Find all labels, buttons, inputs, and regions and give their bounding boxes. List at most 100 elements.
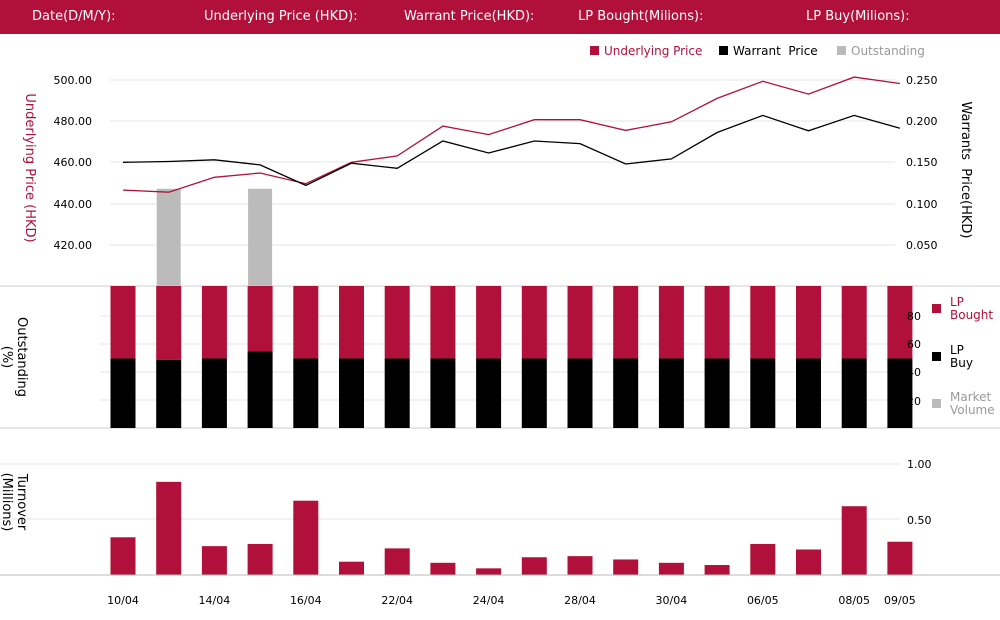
left-tick: 420.00 [54, 239, 93, 252]
lp-buy-bar [156, 359, 182, 428]
turnover-bar [476, 568, 502, 575]
turnover-gridlines [0, 463, 900, 520]
warrant-price-line [122, 114, 901, 187]
outstanding-bar [248, 188, 273, 286]
lp-buy-bar [887, 358, 913, 428]
right-tick: 0.200 [906, 115, 938, 128]
stack-tick: 80 [907, 310, 921, 323]
turnover-bars [110, 481, 913, 575]
turnover-bar [658, 562, 684, 575]
turnover-bar [613, 559, 639, 575]
turnover-bar [704, 565, 730, 575]
legend-swatch-outstanding [837, 46, 846, 55]
turnover-bar [750, 543, 776, 575]
x-tick-label: 09/05 [884, 594, 916, 607]
lp-buy-bar [430, 358, 456, 428]
turnover-bar [156, 481, 182, 575]
lp-bought-bar [841, 286, 867, 359]
lp-bought-bar [156, 286, 182, 360]
right-tick: 0.100 [906, 198, 938, 211]
lp-buy-bar [339, 358, 364, 428]
lp-buy-bar [841, 358, 867, 428]
legend-market-volume: Market Volume [950, 390, 995, 417]
right-tick: 0.150 [906, 156, 938, 169]
turnover-bar [247, 543, 273, 575]
turnover-bar [887, 541, 913, 575]
stack-tick: 60 [907, 338, 921, 351]
price-legend: Underlying Price Warrant Price Outstandi… [590, 44, 925, 58]
turnover-bar [293, 500, 319, 575]
lp-bought-bar [658, 286, 684, 359]
lp-stacked-bars [110, 286, 913, 428]
lp-bought-bar [430, 286, 456, 359]
lp-buy-bar [247, 351, 273, 428]
x-tick-label: 14/04 [199, 594, 231, 607]
legend-swatch-market-volume [932, 399, 941, 408]
turnover-bar [384, 548, 410, 575]
left-tick: 480.00 [54, 115, 93, 128]
underlying-price-label: Underlying Price (HKD): [204, 9, 358, 24]
lp-buy-bar [796, 358, 821, 428]
lp-bought-bar [704, 286, 730, 359]
lp-bought-bar [521, 286, 547, 359]
right-tick: 0.250 [906, 74, 938, 87]
legend-outstanding: Outstanding [851, 44, 925, 58]
outstanding-bar [156, 188, 181, 286]
legend-warrant: Warrant Price [733, 44, 818, 58]
lp-bought-bar [476, 286, 502, 359]
legend-lp-bought: LP Bought [950, 295, 993, 322]
turnover-right-axis: 1.00 0.50 [907, 458, 932, 527]
header-bar: Date(D/M/Y): Underlying Price (HKD): War… [0, 0, 1000, 34]
lp-bought-label: LP Bought(Milions): [578, 9, 704, 24]
turnover-tick: 0.50 [907, 514, 932, 527]
lp-buy-label: LP Buy(Milions): [806, 9, 910, 24]
lp-buy-bar [750, 358, 776, 428]
legend-swatch-underlying [590, 46, 599, 55]
left-tick: 500.00 [54, 74, 93, 87]
stack-tick: 40 [907, 366, 921, 379]
x-tick-label: 08/05 [838, 594, 870, 607]
turnover-bar [841, 506, 867, 575]
lp-buy-bar [476, 358, 502, 428]
turnover-axis-title: Turnover(Millions) [0, 473, 29, 532]
x-tick-label: 06/05 [747, 594, 779, 607]
price-lines [122, 76, 901, 193]
legend-swatch-lp-bought [932, 304, 941, 313]
turnover-tick: 1.00 [907, 458, 932, 471]
underlying-price-line [122, 76, 900, 193]
stack-tick: 20 [907, 395, 921, 408]
lp-bought-bar [750, 286, 776, 359]
lp-buy-bar [658, 358, 684, 428]
stack-right-axis: 80 60 40 20 [907, 310, 921, 408]
left-tick: 460.00 [54, 156, 93, 169]
x-tick-label: 16/04 [290, 594, 322, 607]
date-label: Date(D/M/Y): [32, 9, 116, 24]
lp-buy-bar [521, 358, 547, 428]
lp-bought-bar [339, 286, 364, 359]
turnover-bar [521, 557, 547, 575]
price-left-axis: 500.00 480.00 460.00 440.00 420.00 [54, 74, 93, 252]
outstanding-bars [156, 188, 273, 286]
right-axis-title: Warrants Price(HKD) [958, 102, 973, 239]
lp-buy-bar [567, 358, 593, 428]
x-axis-labels: 10/04 14/04 16/04 22/04 24/04 28/04 30/04 06/05… [107, 594, 916, 607]
legend-lp-buy: LP Buy [950, 343, 973, 370]
lp-bought-bar [110, 286, 136, 359]
lp-buy-bar [110, 358, 136, 428]
lp-bought-bar [887, 286, 913, 359]
turnover-bar [339, 561, 364, 575]
lp-bought-bar [201, 286, 227, 359]
lp-bought-bar [384, 286, 410, 359]
lp-buy-bar [384, 358, 410, 428]
turnover-bar [796, 549, 821, 575]
x-tick-label: 22/04 [381, 594, 413, 607]
lp-bought-bar [247, 286, 273, 352]
x-tick-label: 24/04 [473, 594, 505, 607]
price-right-axis: 0.250 0.200 0.150 0.100 0.050 [906, 74, 938, 252]
turnover-bar [430, 562, 456, 575]
lp-buy-bar [293, 358, 319, 428]
x-tick-label: 30/04 [656, 594, 688, 607]
lp-buy-bar [704, 358, 730, 428]
right-tick: 0.050 [906, 239, 938, 252]
lp-bought-bar [293, 286, 319, 359]
